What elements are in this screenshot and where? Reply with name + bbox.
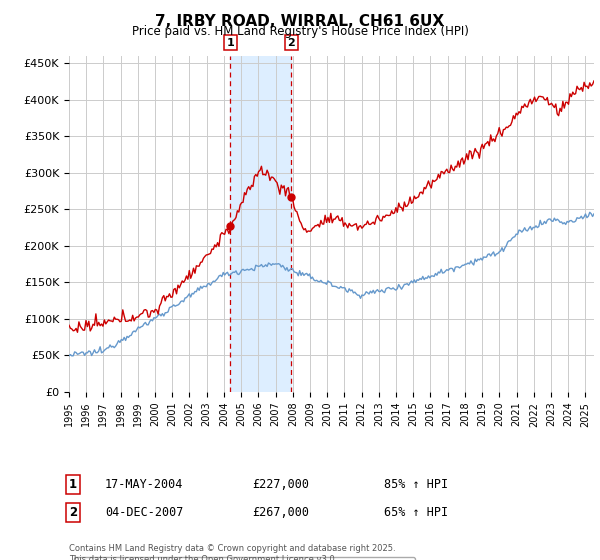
Text: 04-DEC-2007: 04-DEC-2007 — [105, 506, 184, 519]
Text: 1: 1 — [69, 478, 77, 491]
Text: 85% ↑ HPI: 85% ↑ HPI — [384, 478, 448, 491]
Text: £267,000: £267,000 — [252, 506, 309, 519]
Text: 65% ↑ HPI: 65% ↑ HPI — [384, 506, 448, 519]
Text: 17-MAY-2004: 17-MAY-2004 — [105, 478, 184, 491]
Text: 7, IRBY ROAD, WIRRAL, CH61 6UX: 7, IRBY ROAD, WIRRAL, CH61 6UX — [155, 14, 445, 29]
Text: 1: 1 — [227, 38, 235, 48]
Text: 2: 2 — [287, 38, 295, 48]
Legend: 7, IRBY ROAD, WIRRAL, CH61 6UX (semi-detached house), HPI: Average price, semi-d: 7, IRBY ROAD, WIRRAL, CH61 6UX (semi-det… — [74, 557, 415, 560]
Text: £227,000: £227,000 — [252, 478, 309, 491]
Text: 2: 2 — [69, 506, 77, 519]
Bar — [230, 56, 292, 392]
Text: Contains HM Land Registry data © Crown copyright and database right 2025.
This d: Contains HM Land Registry data © Crown c… — [69, 544, 395, 560]
Text: Price paid vs. HM Land Registry's House Price Index (HPI): Price paid vs. HM Land Registry's House … — [131, 25, 469, 38]
